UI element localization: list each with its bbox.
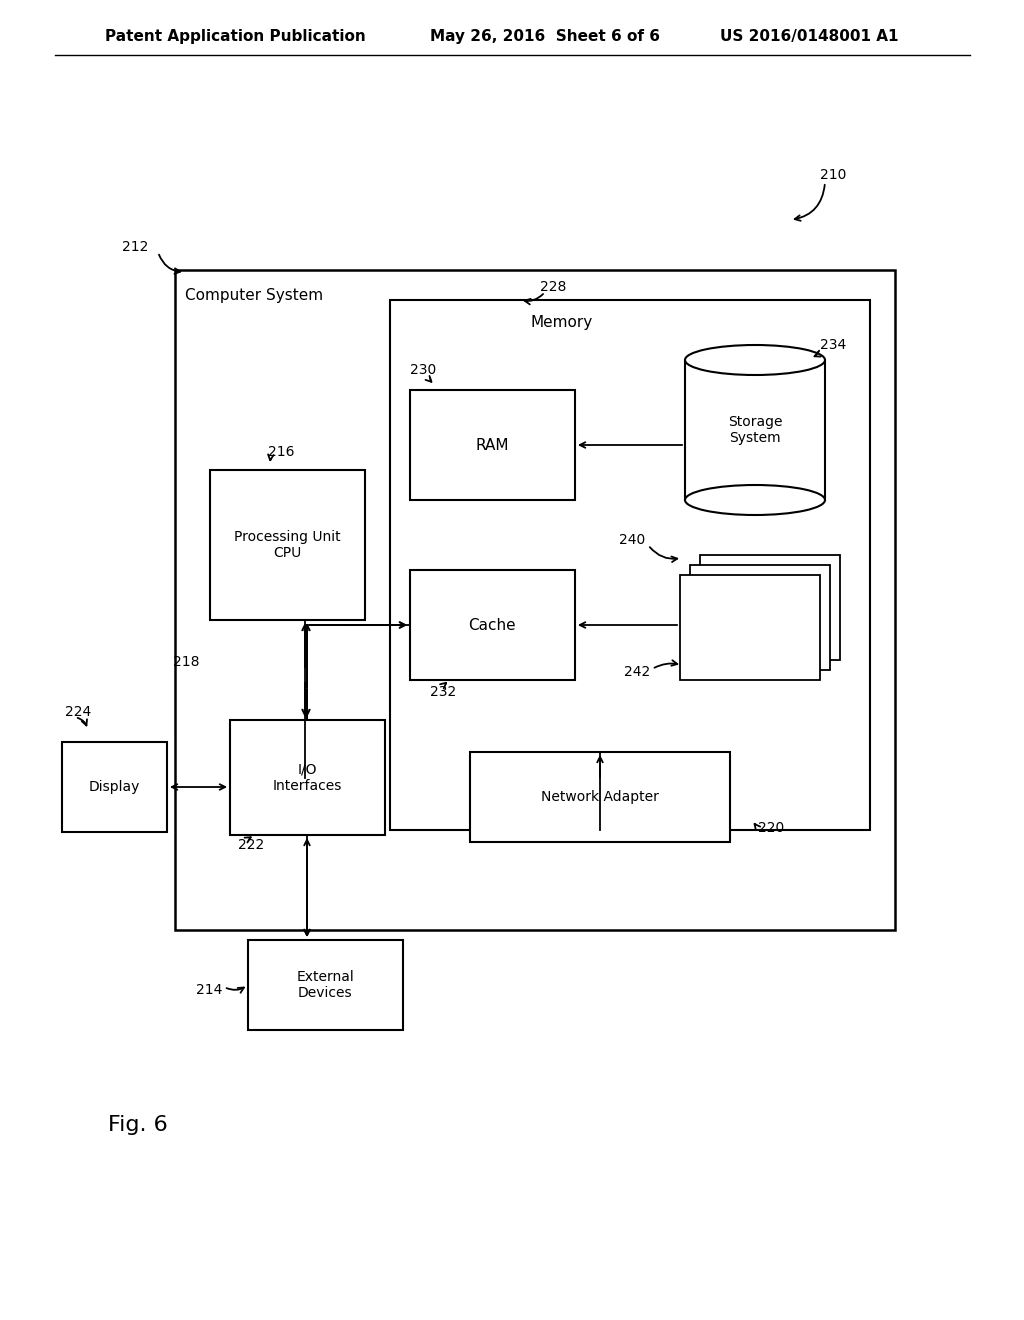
Bar <box>685 360 825 500</box>
Text: May 26, 2016  Sheet 6 of 6: May 26, 2016 Sheet 6 of 6 <box>430 29 660 45</box>
Text: US 2016/0148001 A1: US 2016/0148001 A1 <box>720 29 898 45</box>
Text: Display: Display <box>88 780 139 795</box>
Text: 224: 224 <box>65 705 91 719</box>
Text: 216: 216 <box>268 445 295 459</box>
Text: Fig. 6: Fig. 6 <box>108 1115 168 1135</box>
Text: I/O
Interfaces: I/O Interfaces <box>272 763 342 793</box>
Bar <box>410 570 575 680</box>
Bar <box>410 389 575 500</box>
Text: 222: 222 <box>238 838 264 851</box>
Bar <box>680 576 820 680</box>
Bar <box>390 300 870 830</box>
Text: 240: 240 <box>618 533 645 546</box>
Text: 212: 212 <box>122 240 148 253</box>
Text: RAM: RAM <box>475 437 509 453</box>
Ellipse shape <box>685 345 825 375</box>
Bar <box>210 470 365 620</box>
Text: 242: 242 <box>624 665 650 678</box>
Text: 230: 230 <box>410 363 436 378</box>
Bar <box>230 719 385 836</box>
Text: Patent Application Publication: Patent Application Publication <box>105 29 366 45</box>
Text: Memory: Memory <box>530 315 592 330</box>
Bar <box>248 940 403 1030</box>
Text: Storage
System: Storage System <box>728 414 782 445</box>
Text: 210: 210 <box>820 168 847 182</box>
Bar <box>470 752 730 842</box>
Bar <box>62 742 167 832</box>
Bar <box>175 271 895 931</box>
Text: Network Adapter: Network Adapter <box>541 789 658 804</box>
Text: Cache: Cache <box>468 618 516 632</box>
Text: 214: 214 <box>196 983 222 997</box>
Text: External
Devices: External Devices <box>296 970 354 1001</box>
Ellipse shape <box>685 484 825 515</box>
Text: 234: 234 <box>820 338 846 352</box>
Bar <box>700 554 840 660</box>
Text: 218: 218 <box>173 655 200 669</box>
Text: Processing Unit
CPU: Processing Unit CPU <box>233 529 340 560</box>
Text: 228: 228 <box>540 280 566 294</box>
Text: 232: 232 <box>430 685 457 700</box>
Text: Computer System: Computer System <box>185 288 324 304</box>
Text: 220: 220 <box>758 821 784 836</box>
Bar <box>690 565 830 671</box>
